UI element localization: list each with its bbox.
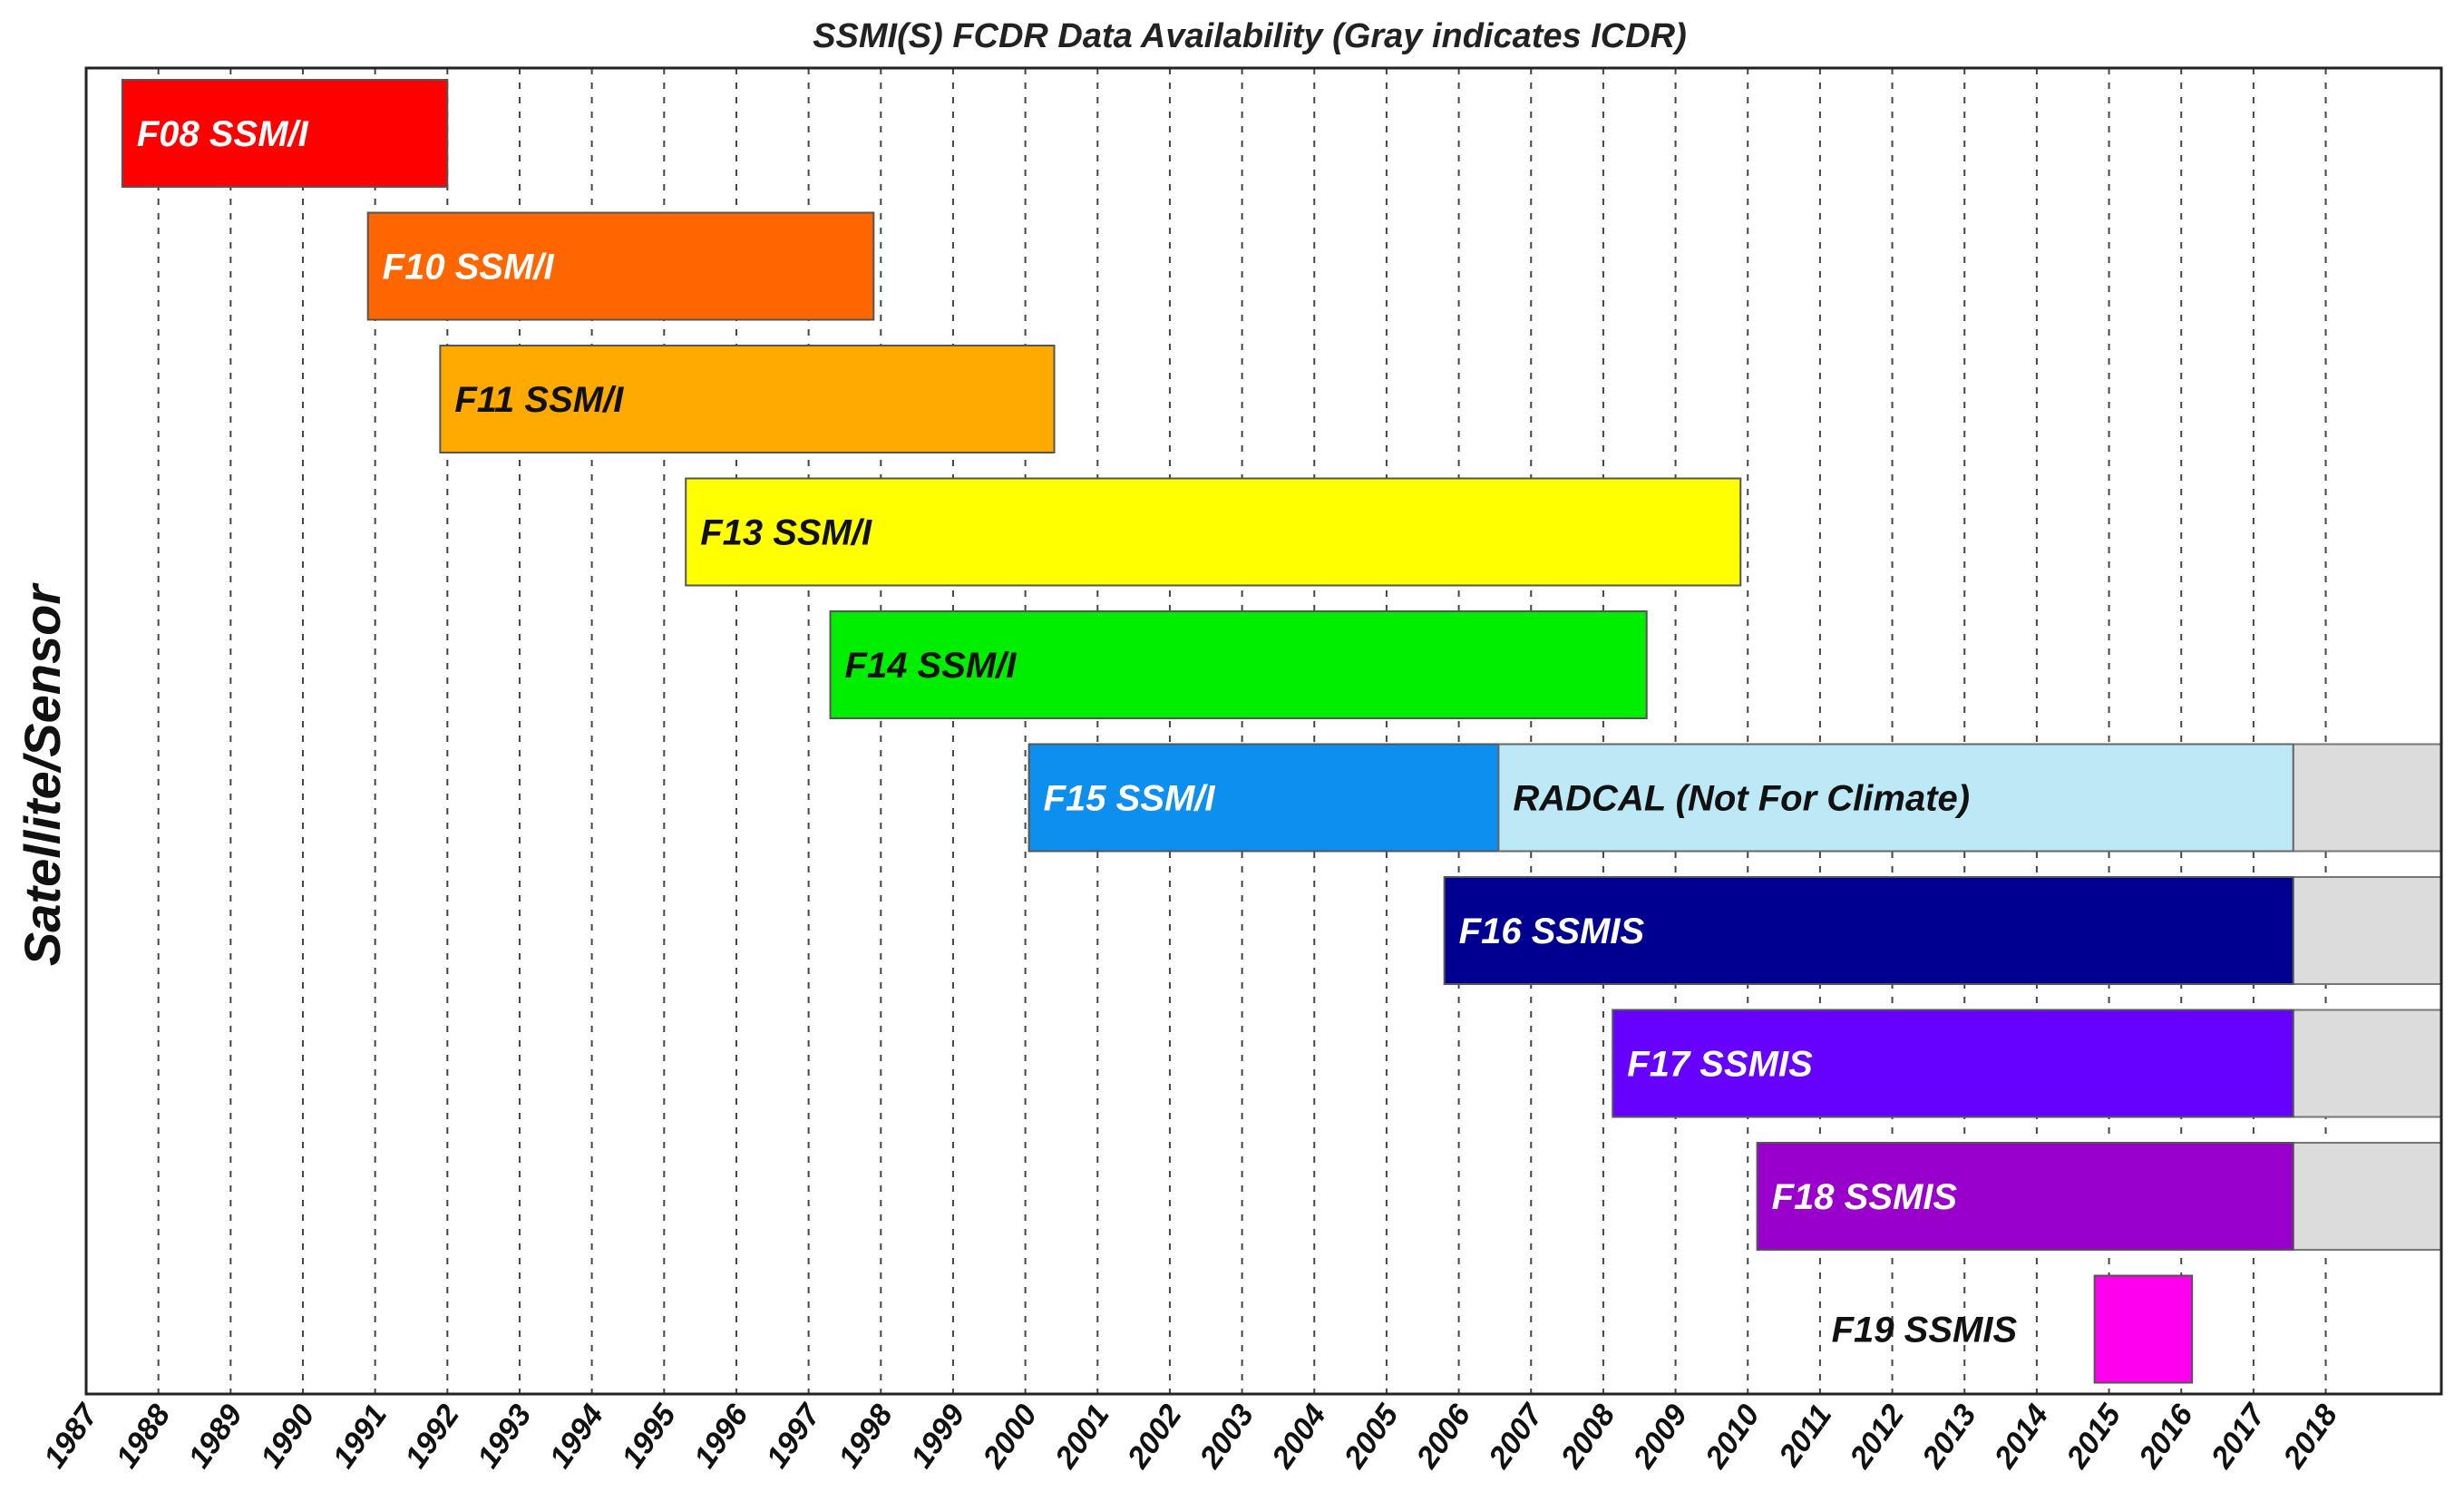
tick-label-2008: 2008 [1553,1399,1622,1476]
bar-f18-ssmis [1756,1142,2294,1251]
bar-label-f15-ssm-i: F15 SSM/I [1044,779,1216,819]
tick-label-2014: 2014 [1987,1399,2055,1476]
tick-label-1994: 1994 [543,1399,611,1475]
bar-label-f14-ssm-i: F14 SSM/I [845,646,1018,686]
tick-label-1998: 1998 [832,1399,900,1475]
bar-f17-ssmis [1612,1009,2294,1118]
bar-label-f16-ssmis: F16 SSMIS [1459,911,1645,951]
bar-label-f13-ssm-i: F13 SSM/I [700,513,872,553]
bar-f08-ssm-i [121,79,449,188]
x-axis-ticks: 1987 1988 1989 1990 1991 1992 1993 1994 1995 1996… [37,1397,2344,1475]
bar-label-f08-ssm-i: F08 SSM/I [137,114,309,154]
tick-label-2015: 2015 [2060,1398,2128,1475]
bar-f15-ssm-i [1027,743,1500,853]
tick-label-1993: 1993 [471,1399,539,1475]
tick-label-1991: 1991 [326,1399,394,1475]
bar-f16-ssmis [1443,876,2294,985]
tick-label-2016: 2016 [2132,1398,2201,1475]
tick-label-2005: 2005 [1337,1398,1406,1475]
tick-label-2018: 2018 [2276,1399,2344,1476]
bars: F08 SSM/I F10 SSM/I F11 SSM/I F13 SSM/I F14 … [121,79,2442,1384]
tick-label-2011: 2011 [1772,1399,1839,1474]
tick-label-2009: 2009 [1626,1399,1694,1476]
tick-label-2003: 2003 [1193,1399,1261,1476]
bar-label-f18-ssmis: F18 SSMIS [1772,1177,1958,1217]
tick-label-1988: 1988 [110,1399,178,1475]
tick-label-2013: 2013 [1915,1399,1983,1476]
tick-label-1997: 1997 [760,1397,829,1474]
icdr-bar-2 [2292,1009,2442,1118]
bar-label-f10-ssm-i: F10 SSM/I [383,248,555,288]
tick-label-2002: 2002 [1120,1399,1188,1476]
tick-label-2007: 2007 [1482,1397,1551,1475]
tick-label-1999: 1999 [904,1399,972,1475]
bar-f13-ssm-i [685,477,1742,587]
tick-label-2004: 2004 [1265,1399,1333,1476]
tick-label-1990: 1990 [254,1399,322,1475]
chart-title: SSMI(S) FCDR Data Availability (Gray ind… [813,17,1687,55]
bar-f14-ssm-i [829,610,1648,719]
tick-label-1989: 1989 [181,1399,249,1475]
tick-label-1987: 1987 [37,1397,106,1474]
icdr-bar-3 [2292,1142,2442,1251]
tick-label-2001: 2001 [1048,1399,1116,1476]
icdr-bar-0 [2292,743,2442,853]
tick-label-1992: 1992 [398,1399,466,1475]
bar-label-f11-ssm-i: F11 SSM/I [454,380,624,420]
tick-label-1996: 1996 [687,1398,755,1475]
radcal-label: RADCAL (Not For Climate) [1513,779,1970,819]
tick-label-2017: 2017 [2204,1397,2273,1475]
tick-label-2006: 2006 [1409,1398,1478,1475]
y-axis-label: Satellite/Sensor [14,582,71,966]
icdr-bar-1 [2292,876,2442,985]
plot-frame [84,66,2443,1396]
tick-label-1995: 1995 [615,1398,683,1475]
tick-label-2000: 2000 [976,1399,1044,1476]
bar-f11-ssm-i [439,345,1056,453]
tick-label-2012: 2012 [1843,1399,1911,1476]
tick-label-2010: 2010 [1699,1399,1767,1476]
bar-label-f17-ssmis: F17 SSMIS [1627,1045,1813,1085]
bar-label-f19-ssmis: F19 SSMIS [1832,1311,2018,1350]
bar-f10-ssm-i [366,211,875,321]
bar-f19-ssmis [2093,1274,2194,1384]
radcal-bar [1497,743,2294,853]
